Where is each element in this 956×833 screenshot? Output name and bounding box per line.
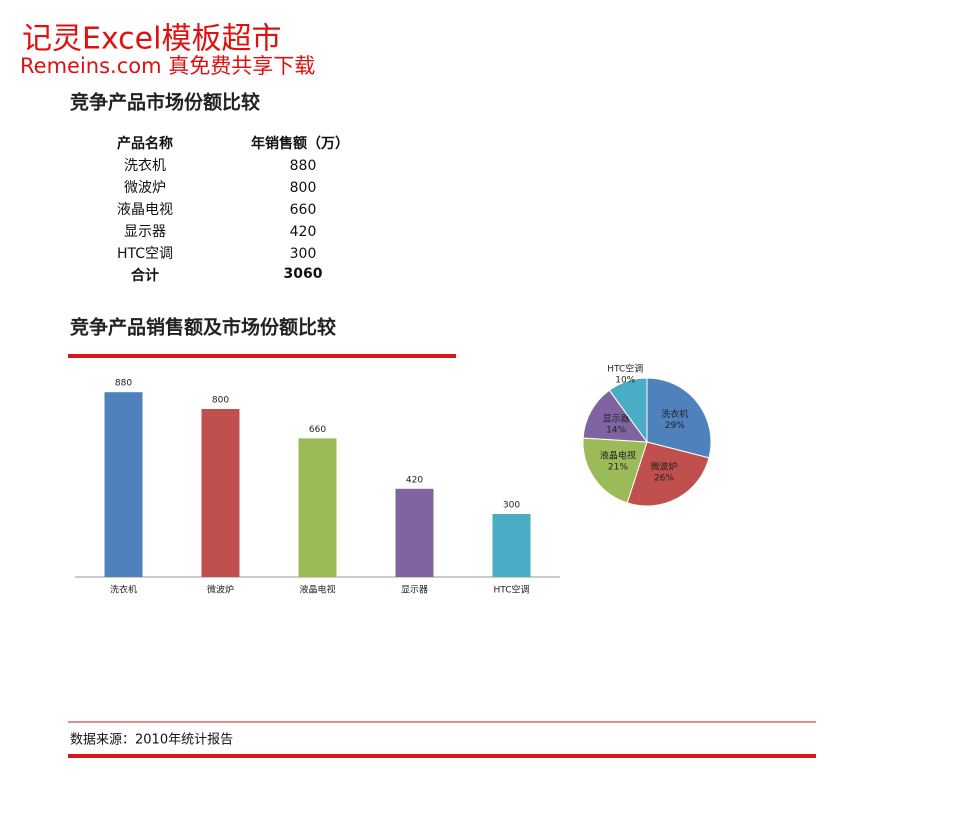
pie-slice — [626, 441, 710, 507]
cell: 660 — [290, 202, 317, 218]
cell: HTC空调 — [117, 246, 173, 262]
data-label: 800 — [212, 396, 229, 406]
data-label: 29% — [665, 421, 685, 431]
cell: 显示器 — [124, 224, 166, 240]
cell: 800 — [290, 180, 317, 196]
table-header: 年销售额（万） — [251, 135, 349, 152]
slice-label: 微波炉 — [650, 460, 677, 472]
cell: 300 — [290, 246, 317, 262]
bar — [104, 392, 143, 577]
x-tick-label: 微波炉 — [207, 584, 234, 596]
data-label: 660 — [309, 425, 326, 435]
slice-label: HTC空调 — [607, 363, 643, 375]
cell: 420 — [290, 224, 317, 240]
pie-slice — [646, 377, 712, 459]
watermark: Remeins.com 真免费共享下载 — [20, 54, 315, 78]
cell: 微波炉 — [124, 180, 166, 196]
bar — [201, 409, 240, 577]
bar — [492, 514, 531, 577]
data-label: 21% — [608, 462, 628, 472]
slice-label: 洗衣机 — [661, 408, 688, 420]
data-label: 10% — [615, 376, 635, 386]
bar — [298, 438, 337, 577]
pie-slice — [582, 437, 648, 504]
pie-slice — [582, 389, 649, 443]
pie-slice — [608, 377, 648, 444]
data-label: 14% — [606, 426, 626, 436]
cell: 合计 — [131, 267, 159, 284]
x-tick-label: HTC空调 — [493, 584, 529, 596]
chart-heading: 竞争产品销售额及市场份额比较 — [70, 316, 336, 339]
data-label: 300 — [503, 501, 520, 511]
table-header: 产品名称 — [117, 135, 173, 152]
data-label: 26% — [654, 473, 674, 483]
watermark: 记灵Excel模板超市 — [22, 22, 281, 57]
data-label: 880 — [115, 379, 132, 389]
cell: 液晶电视 — [117, 202, 173, 218]
bar — [395, 488, 434, 577]
x-tick-label: 洗衣机 — [110, 584, 137, 596]
slice-label: 显示器 — [603, 414, 630, 425]
data-label: 420 — [406, 475, 423, 485]
heading: 竞争产品市场份额比较 — [70, 91, 260, 114]
x-tick-label: 液晶电视 — [299, 584, 335, 596]
table: 产品名称 年销售额（万） 洗衣机 880 微波炉 800 液晶电视 660 显示… — [117, 135, 349, 284]
x-tick-label: 显示器 — [401, 585, 428, 596]
cell: 3060 — [284, 266, 323, 282]
cell: 洗衣机 — [124, 158, 166, 174]
cell: 880 — [290, 158, 317, 174]
footer: 数据来源：2010年统计报告 — [70, 733, 233, 748]
slice-label: 液晶电视 — [600, 449, 636, 461]
